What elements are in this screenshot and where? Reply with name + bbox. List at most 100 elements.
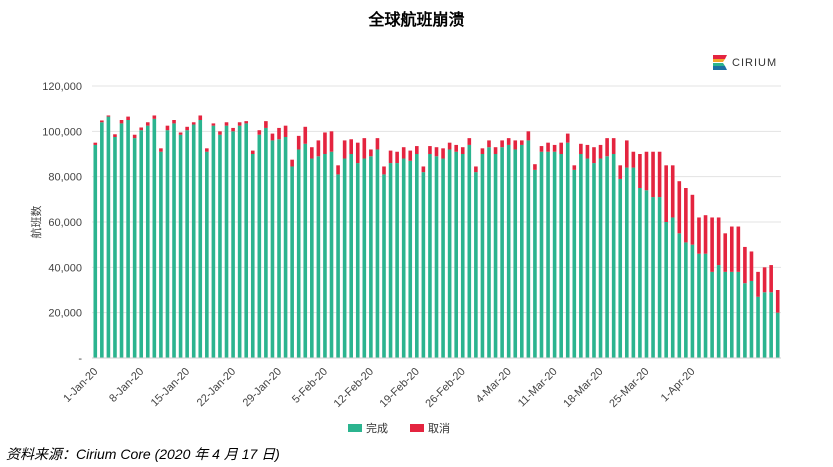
bar-completed [729,271,734,358]
bar-completed [710,271,714,358]
bar-completed [329,151,334,358]
bar-cancelled [756,271,760,297]
bar-completed [401,158,406,358]
bar-completed [447,149,452,358]
bar-completed [211,125,216,358]
bar-completed [145,125,150,358]
bar-cancelled [749,251,754,281]
bar-cancelled [355,142,360,164]
y-tick-label: 40,000 [48,262,82,274]
bar-cancelled [421,166,426,173]
bar-cancelled [677,181,682,234]
bar-cancelled [605,138,609,157]
bar-cancelled [126,116,130,120]
legend-swatch [348,424,362,432]
bar-cancelled [520,140,524,145]
bar-cancelled [113,134,117,137]
x-tick-label: 22-Jan-20 [195,366,239,410]
bar-completed [388,163,393,358]
bar-cancelled [775,290,780,313]
bar-cancelled [434,147,439,157]
y-axis-title: 航班数 [29,206,43,239]
bar-completed [585,158,590,358]
bar-cancelled [467,138,472,145]
bar-cancelled [100,120,104,123]
bar-cancelled [185,126,189,131]
bar-cancelled [257,130,262,135]
bar-completed [487,147,491,358]
bar-completed [736,271,741,358]
chart-title: 全球航班崩溃 [368,10,465,29]
bar-completed [257,134,262,358]
bar-completed [428,154,432,358]
y-tick-label: 100,000 [42,126,82,138]
stacked-bar-chart: - 20,000 40,000 60,000 80,000 100,000 120,000 航… [29,81,781,435]
bar-cancelled [408,150,413,161]
bar-completed [762,292,767,358]
bar-completed [664,222,668,358]
bar-completed [237,125,242,358]
bar-cancelled [218,131,222,135]
bar-completed [460,154,465,358]
bar-cancelled [132,134,137,139]
bar-cancelled [762,267,767,293]
bar-cancelled [736,226,741,272]
bar-completed [395,163,399,358]
bar-cancelled [375,138,380,150]
bar-cancelled [244,121,249,124]
bar-cancelled [638,154,642,188]
bar-cancelled [480,148,485,154]
bar-cancelled [401,147,406,159]
bar-cancelled [657,151,662,198]
bar-cancelled [565,133,570,143]
x-tick-label: 19-Feb-20 [378,366,422,410]
bar-completed [552,151,557,358]
bar-cancelled [493,147,498,154]
bar-completed [349,154,353,358]
bar-cancelled [211,123,216,126]
bar-cancelled [697,217,701,254]
bar-completed [178,134,183,358]
bar-cancelled [729,226,734,272]
bar-cancelled [585,144,590,159]
bar-completed [342,158,347,358]
bar-completed [119,123,124,359]
bar-cancelled [191,122,196,125]
bar-completed [467,144,472,358]
bar-completed [277,139,281,358]
bar-completed [631,167,636,358]
bar-completed [539,151,544,358]
y-tick-label: 80,000 [48,172,82,184]
bar-cancelled [533,164,537,170]
bar-completed [572,169,577,358]
y-tick-label: 20,000 [48,308,82,320]
legend-label: 取消 [428,421,450,435]
bar-cancelled [664,165,668,222]
bar-completed [500,147,504,358]
bar-cancelled [139,127,144,131]
bar-completed [244,123,249,359]
x-tick-label: 8-Jan-20 [107,366,146,405]
bar-completed [382,174,386,358]
bar-cancelled [723,233,728,272]
x-tick-label: 5-Feb-20 [290,366,330,406]
bar-completed [296,149,301,358]
bar-cancelled [454,144,458,152]
bar-completed [218,134,222,358]
bar-cancelled [618,165,623,179]
bar-completed [264,127,268,359]
bar-completed [454,151,458,358]
bar-completed [513,149,518,358]
bar-completed [769,292,773,358]
bar-cancelled [546,142,550,152]
bar-cancelled [624,140,629,168]
bar-completed [106,116,111,358]
bar-cancelled [205,148,209,152]
y-tick-label: 60,000 [48,217,82,229]
bar-completed [270,140,275,358]
bar-cancelled [460,147,465,154]
x-tick-label: 18-Mar-20 [561,366,605,410]
bar-completed [565,142,570,358]
bar-cancelled [323,132,327,154]
bar-completed [185,130,189,358]
